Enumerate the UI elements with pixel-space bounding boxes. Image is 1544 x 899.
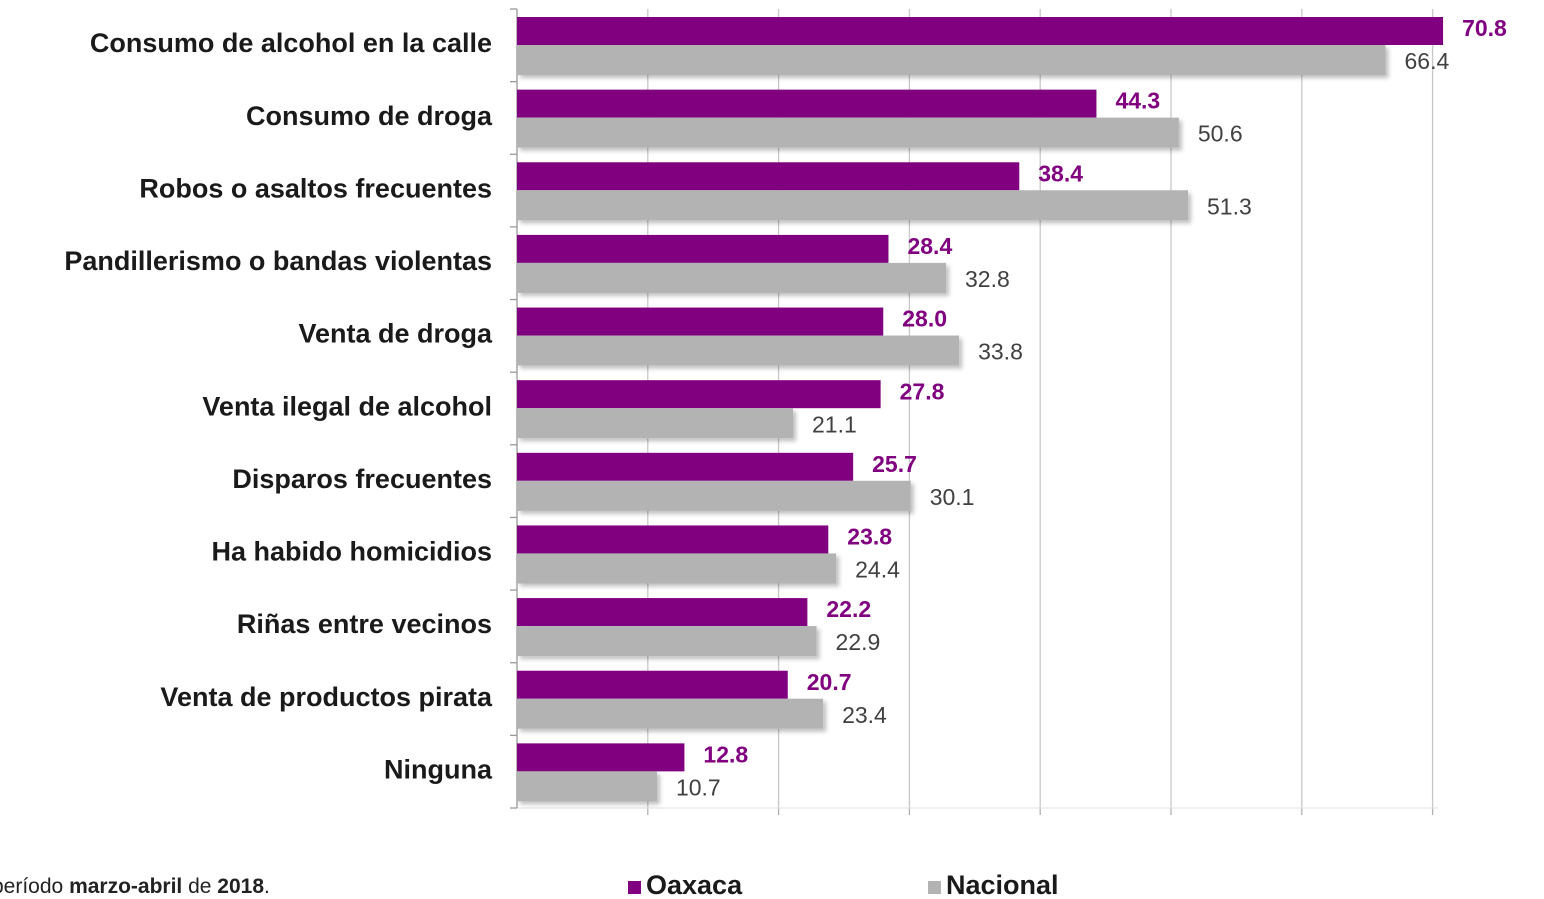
value-label: 66.4: [1405, 48, 1450, 74]
bar: [517, 525, 829, 554]
value-label: 50.6: [1198, 121, 1243, 147]
bar: [517, 452, 854, 481]
category-label: Venta ilegal de alcohol: [202, 391, 492, 421]
value-label: 27.8: [900, 378, 945, 404]
bar: [517, 670, 788, 699]
value-label: 32.8: [965, 266, 1010, 292]
category-label: Pandillerismo o bandas violentas: [64, 246, 492, 276]
value-label: 23.4: [842, 702, 887, 728]
footnote-part: período: [0, 875, 69, 898]
bar: [517, 380, 881, 409]
value-label: 25.7: [872, 451, 917, 477]
bar: [517, 234, 889, 263]
value-label: 21.1: [812, 411, 857, 437]
value-label: 51.3: [1207, 193, 1252, 219]
category-label: Ha habido homicidios: [211, 537, 492, 567]
bar: [517, 480, 911, 511]
footnote-part: marzo-abril: [69, 875, 182, 898]
bar: [517, 771, 657, 802]
footnote-part: de: [182, 875, 217, 898]
value-label: 12.8: [703, 741, 748, 767]
value-label: 20.7: [807, 669, 852, 695]
value-label: 28.0: [902, 306, 947, 332]
bar: [517, 190, 1189, 221]
bar: [517, 262, 947, 293]
category-label: Disparos frecuentes: [232, 464, 492, 494]
bar: [517, 307, 884, 336]
footnote-part: 2018: [217, 875, 264, 898]
bar: [517, 117, 1179, 148]
bar: [517, 553, 837, 584]
legend-label: Oaxaca: [646, 870, 743, 899]
category-label: Consumo de droga: [246, 101, 493, 131]
value-label: 23.8: [847, 524, 892, 550]
value-label: 30.1: [930, 484, 975, 510]
value-label: 22.2: [826, 596, 871, 622]
category-label: Venta de droga: [298, 319, 493, 349]
bar: [517, 89, 1097, 118]
value-label: 10.7: [676, 774, 721, 800]
footnote: período marzo-abril de 2018.: [0, 875, 270, 898]
category-label: Venta de productos pirata: [160, 682, 493, 712]
value-label: 33.8: [978, 339, 1023, 365]
bar: [517, 45, 1386, 75]
value-label: 70.8: [1462, 15, 1507, 41]
category-label: Consumo de alcohol en la calle: [90, 28, 492, 58]
bar: [517, 162, 1020, 191]
value-label: 44.3: [1115, 88, 1160, 114]
legend-swatch: [628, 881, 641, 894]
bar: [517, 743, 685, 772]
footnote-part: .: [264, 875, 270, 898]
legend-swatch: [928, 881, 941, 894]
bar: [517, 335, 960, 366]
value-label: 28.4: [907, 233, 952, 259]
category-label: Riñas entre vecinos: [237, 609, 492, 639]
bar: [517, 17, 1444, 45]
bar: [517, 598, 808, 627]
bar: [517, 626, 817, 657]
legend-label: Nacional: [946, 870, 1059, 899]
bar: [517, 698, 824, 729]
value-label: 24.4: [855, 557, 900, 583]
category-label: Ninguna: [384, 754, 493, 784]
value-label: 22.9: [836, 629, 881, 655]
value-label: 38.4: [1038, 160, 1083, 186]
bar: [517, 408, 793, 439]
category-label: Robos o asaltos frecuentes: [139, 173, 492, 203]
